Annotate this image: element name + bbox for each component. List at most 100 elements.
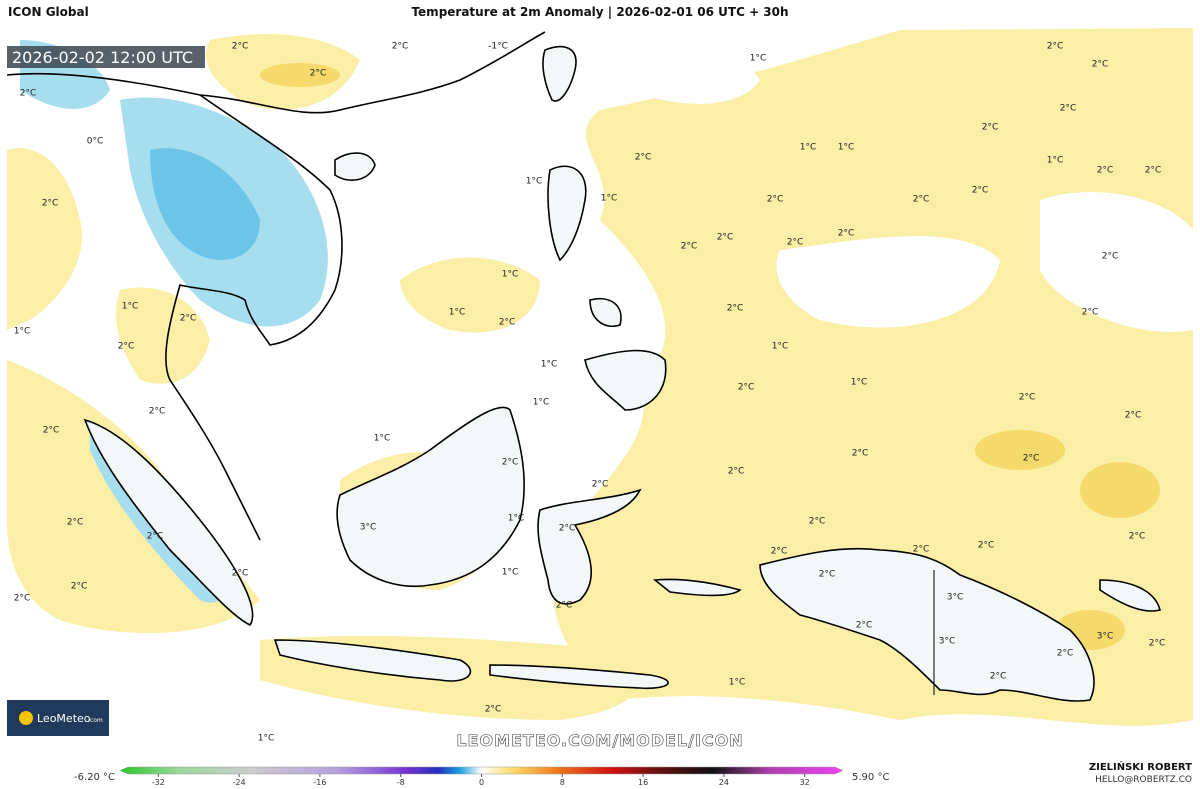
logo-sun [19, 711, 33, 725]
contour-label: 3°C [947, 593, 964, 603]
contour-label: 1°C [502, 568, 519, 578]
colorbar-tick-label: 32 [800, 778, 810, 787]
contact: HELLO@ROBERTZ.CO [1095, 775, 1192, 785]
contour-label: 2°C [990, 672, 1007, 682]
contour-label: 1°C [750, 54, 767, 64]
contour-label: 2°C [232, 42, 249, 52]
contour-label: 2°C [982, 123, 999, 133]
contour-label: 2°C [485, 705, 502, 715]
contour-label: 2°C [310, 69, 327, 79]
contour-label: 2°C [913, 545, 930, 555]
contour-label: -1°C [488, 42, 508, 52]
contour-label: 1°C [502, 270, 519, 280]
contour-label: 3°C [360, 523, 377, 533]
contour-label: 0°C [87, 137, 104, 147]
valid-time: 2026-02-02 12:00 UTC [12, 48, 193, 67]
contour-label: 2°C [856, 621, 873, 631]
contour-label: 2°C [635, 153, 652, 163]
contour-label: 2°C [1023, 454, 1040, 464]
contour-label: 2°C [180, 314, 197, 324]
contour-label: 1°C [800, 143, 817, 153]
contour-label: 3°C [939, 637, 956, 647]
contour-label: 2°C [392, 42, 409, 52]
contour-label: 1°C [14, 327, 31, 337]
contour-label: 1°C [541, 360, 558, 370]
contour-label: 1°C [508, 514, 525, 524]
model-name: ICON Global [8, 5, 89, 19]
map-title: Temperature at 2m Anomaly | 2026-02-01 0… [411, 5, 788, 19]
contour-label: 2°C [1057, 649, 1074, 659]
contour-label: 2°C [499, 318, 516, 328]
contour-label: 1°C [772, 342, 789, 352]
map-labels: 2°C 2°C -1°C 2°C 1°C 2°C 2°C 2°C 2°C 2°C 0°C 2°C 1°C… [14, 42, 1166, 744]
contour-label: 1°C [374, 434, 391, 444]
contour-label: 2°C [1092, 60, 1109, 70]
contour-label: 2°C [559, 524, 576, 534]
logo: LeoMeteo [37, 712, 91, 725]
contour-label: 2°C [1149, 639, 1166, 649]
colorbar-tick-label: -8 [397, 778, 405, 787]
colorbar-tick-label: 0 [479, 778, 484, 787]
colorbar-tick-label: -32 [152, 778, 165, 787]
contour-label: 2°C [71, 582, 88, 592]
contour-label: 2°C [67, 518, 84, 528]
contour-label: 2°C [232, 569, 249, 579]
contour-label: 2°C [681, 242, 698, 252]
colorbar-min: -6.20 °C [74, 772, 115, 783]
contour-label: 2°C [727, 304, 744, 314]
contour-label: 1°C [851, 378, 868, 388]
contour-label: 2°C [1082, 308, 1099, 318]
contour-label: 1°C [122, 302, 139, 312]
contour-label: 2°C [728, 467, 745, 477]
contour-label: 2°C [838, 229, 855, 239]
colorbar-tick-label: 24 [719, 778, 729, 787]
contour-label: 2°C [1019, 393, 1036, 403]
contour-label: 2°C [118, 342, 135, 352]
colorbar-max: 5.90 °C [852, 772, 889, 783]
contour-label: 2°C [819, 570, 836, 580]
contour-label: 2°C [1125, 411, 1142, 421]
contour-label: 1°C [601, 194, 618, 204]
contour-label: 2°C [556, 601, 573, 611]
contour-label: 2°C [1047, 42, 1064, 52]
contour-label: 2°C [42, 199, 59, 209]
contour-label: 2°C [972, 186, 989, 196]
contour-label: 2°C [43, 426, 60, 436]
contour-label: 2°C [913, 195, 930, 205]
contour-label: 2°C [809, 517, 826, 527]
contour-label: 1°C [449, 308, 466, 318]
contour-label: 2°C [1060, 104, 1077, 114]
colorbar-tick-label: 16 [638, 778, 648, 787]
contour-label: 2°C [1097, 166, 1114, 176]
colorbar-tick-label: 8 [560, 778, 565, 787]
contour-label: 1°C [1047, 156, 1064, 166]
colorbar [119, 766, 844, 775]
contour-label: 2°C [1145, 166, 1162, 176]
contour-label: 2°C [502, 458, 519, 468]
contour-label: 1°C [258, 734, 275, 744]
contour-label: 1°C [729, 678, 746, 688]
contour-label: 2°C [20, 89, 37, 99]
contour-label: 1°C [526, 177, 543, 187]
contour-label: 2°C [147, 532, 164, 542]
contour-label: 2°C [787, 238, 804, 248]
colorbar-tick-label: -24 [233, 778, 246, 787]
contour-label: 3°C [1097, 632, 1114, 642]
contour-label: 2°C [767, 195, 784, 205]
contour-label: 2°C [717, 233, 734, 243]
contour-label: 2°C [592, 480, 609, 490]
contour-label: 1°C [838, 143, 855, 153]
contour-label: 2°C [1102, 252, 1119, 262]
map [7, 28, 1193, 757]
colorbar-tick-label: -16 [313, 778, 326, 787]
timestamp-box [7, 46, 205, 68]
contour-label: 2°C [771, 547, 788, 557]
logo-sub: .com [88, 717, 103, 724]
contour-label: 2°C [738, 383, 755, 393]
contour-label: 2°C [978, 541, 995, 551]
contour-label: 1°C [533, 398, 550, 408]
watermark: LEOMETEO.COM/MODEL/ICON [456, 731, 743, 750]
contour-label: 2°C [852, 449, 869, 459]
